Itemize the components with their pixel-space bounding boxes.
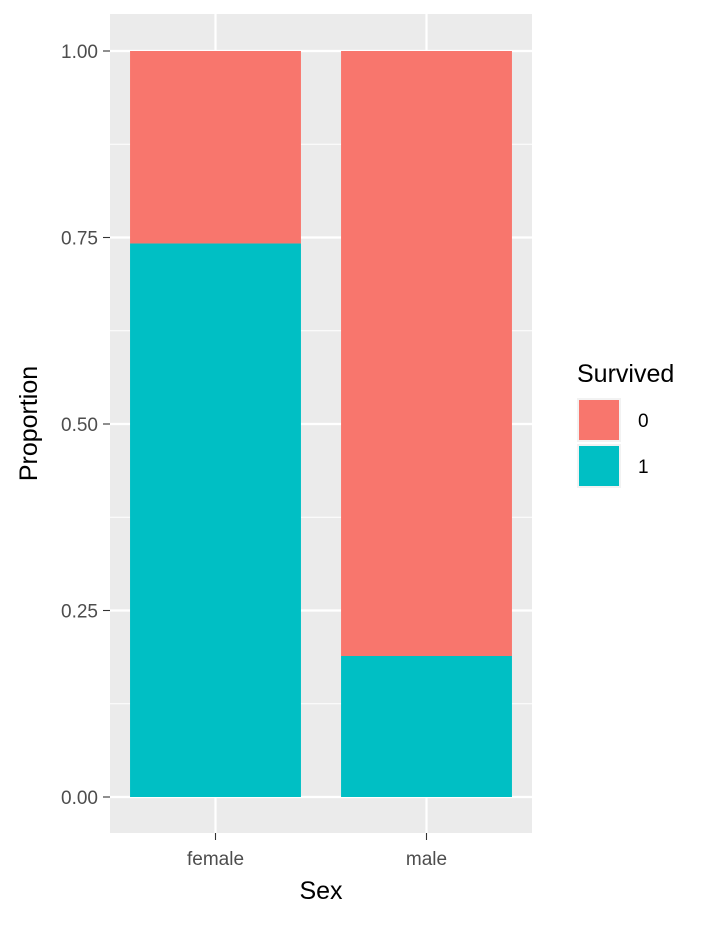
y-tick-label: 0.00 bbox=[61, 788, 98, 809]
legend-label-0: 0 bbox=[638, 411, 649, 432]
x-tick-label: male bbox=[406, 849, 447, 870]
y-tick-label: 0.25 bbox=[61, 602, 98, 623]
y-tick-label: 0.50 bbox=[61, 415, 98, 436]
y-tick-label: 1.00 bbox=[61, 42, 98, 63]
legend-swatch-1 bbox=[579, 446, 619, 486]
x-tick-label: female bbox=[187, 849, 244, 870]
legend: Survived 0 1 bbox=[577, 360, 674, 488]
legend-title: Survived bbox=[577, 360, 674, 388]
bar-female-survived-0 bbox=[130, 51, 301, 244]
y-axis: 0.00 0.25 0.50 0.75 1.00 bbox=[61, 42, 110, 809]
x-axis: female male bbox=[187, 833, 447, 870]
legend-swatch-0 bbox=[579, 400, 619, 440]
bar-male-survived-0 bbox=[341, 51, 512, 657]
bar-male-survived-1 bbox=[341, 656, 512, 797]
x-axis-title: Sex bbox=[299, 877, 343, 905]
bars bbox=[130, 51, 512, 797]
y-tick-label: 0.75 bbox=[61, 229, 98, 250]
bar-female-survived-1 bbox=[130, 243, 301, 797]
y-axis-title: Proportion bbox=[15, 366, 43, 481]
legend-label-1: 1 bbox=[638, 457, 649, 478]
